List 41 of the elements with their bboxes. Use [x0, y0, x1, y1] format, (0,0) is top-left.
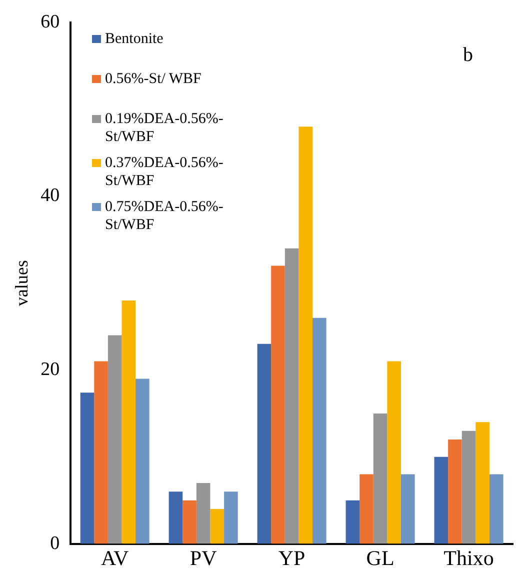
- bar: [434, 456, 448, 544]
- x-tick-label: YP: [278, 546, 306, 570]
- bar: [182, 500, 196, 544]
- bar: [210, 509, 224, 544]
- bar: [448, 440, 462, 544]
- bar: [122, 300, 136, 544]
- x-tick-label: GL: [366, 546, 394, 570]
- bar: [387, 361, 401, 544]
- bar: [271, 266, 285, 544]
- bar: [476, 422, 490, 544]
- legend-label: 0.19%DEA-0.56%-St/WBF: [105, 110, 224, 146]
- bar: [284, 248, 299, 544]
- bar: [298, 126, 313, 544]
- bar: [312, 318, 326, 544]
- y-tick-label: 0: [50, 532, 60, 554]
- legend-label: 0.37%DEA-0.56%-St/WBF: [105, 154, 224, 190]
- bar: [489, 474, 504, 544]
- bar: [224, 492, 238, 544]
- x-tick-label: PV: [190, 546, 217, 570]
- bar: [80, 392, 94, 544]
- bar: [196, 482, 210, 544]
- bar: [257, 344, 272, 544]
- legend-label: 0.75%DEA-0.56%-St/WBF: [105, 198, 224, 234]
- bar: [373, 413, 388, 544]
- y-tick-label: 20: [40, 358, 60, 380]
- legend-label: 0.56%-St/ WBF: [105, 70, 202, 88]
- legend-label: Bentonite: [105, 30, 164, 48]
- bar: [462, 430, 476, 544]
- x-tick-label: AV: [101, 546, 129, 570]
- bar: [136, 378, 150, 544]
- y-axis-title: values: [12, 260, 32, 306]
- x-tick-label: Thixo: [444, 546, 494, 570]
- y-tick-label: 40: [40, 185, 60, 206]
- bar: [360, 474, 374, 544]
- bar: [94, 361, 108, 544]
- bar: [400, 474, 415, 544]
- bar: [168, 492, 183, 544]
- y-tick-label: 60: [40, 11, 60, 32]
- bar: [346, 500, 360, 544]
- bar: [108, 335, 122, 544]
- annotation: b: [463, 44, 473, 67]
